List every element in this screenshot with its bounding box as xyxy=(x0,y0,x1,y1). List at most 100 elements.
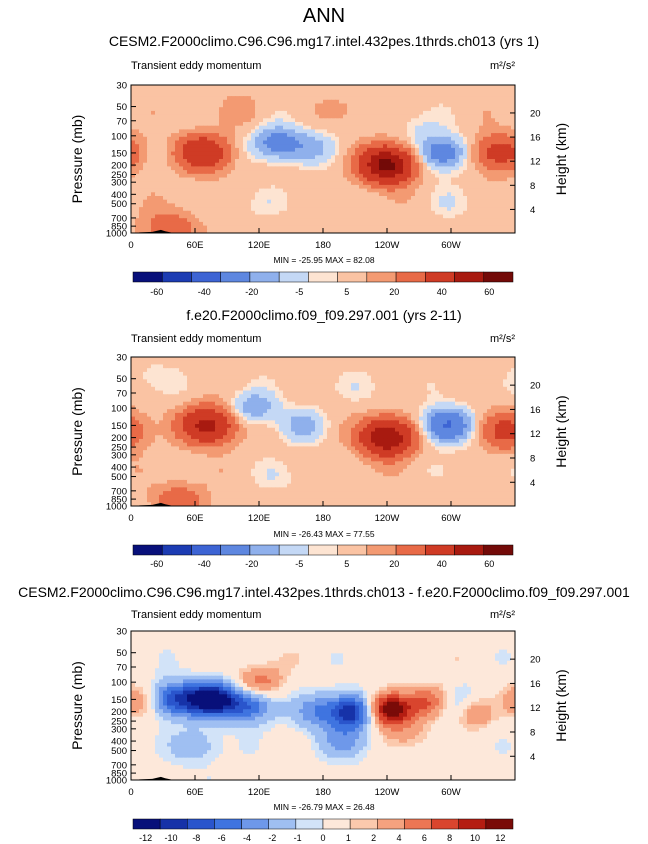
colorbar-swatch xyxy=(485,818,514,830)
x-tick-label: 180 xyxy=(315,240,331,251)
colorbar-swatch xyxy=(132,544,163,556)
y-tick-label: 700 xyxy=(111,486,127,497)
colorbar-swatch xyxy=(322,818,351,830)
colorbar-label: -6 xyxy=(218,833,226,843)
colorbar xyxy=(132,271,514,283)
x-tick-label: 120W xyxy=(375,240,400,251)
colorbar-swatch xyxy=(278,544,309,556)
y-tick-label: 100 xyxy=(111,404,127,415)
units-label: m²/s² xyxy=(490,333,515,345)
y-tick-label: 500 xyxy=(111,472,127,483)
colorbar-label: -60 xyxy=(150,287,163,297)
y-tick-label: 500 xyxy=(111,746,127,757)
colorbar-label: 60 xyxy=(484,559,494,569)
y-tick-label: 500 xyxy=(111,199,127,210)
x-tick-label: 60E xyxy=(187,240,204,251)
colorbar-label: -4 xyxy=(243,833,251,843)
colorbar xyxy=(132,818,514,830)
colorbar-swatch xyxy=(366,544,397,556)
colorbar-swatch xyxy=(377,818,405,830)
colorbar-swatch xyxy=(308,544,338,556)
y-tick-label: 400 xyxy=(111,463,127,474)
colorbar-swatch xyxy=(483,544,514,556)
y-tick-label: 150 xyxy=(111,148,127,159)
panel-subtitle: Transient eddy momentum xyxy=(131,333,261,345)
colorbar-swatch xyxy=(220,271,251,283)
colorbar-swatch xyxy=(483,271,514,283)
colorbar-label: 12 xyxy=(495,833,505,843)
y-tick-label: 70 xyxy=(116,116,127,127)
height-tick-label: 20 xyxy=(530,381,541,392)
height-tick-label: 20 xyxy=(530,655,541,666)
height-tick-label: 12 xyxy=(530,703,541,714)
colorbar-label: -40 xyxy=(198,287,211,297)
x-tick-label: 60W xyxy=(441,513,461,524)
y-tick-label: 300 xyxy=(111,724,127,735)
units-label: m²/s² xyxy=(490,609,515,621)
panel-2: f.e20.F2000climo.f09_f09.297.001 (yrs 2-… xyxy=(69,307,569,569)
panel-1: CESM2.F2000climo.C96.C96.mg17.intel.432p… xyxy=(69,33,569,297)
colorbar-label: -1 xyxy=(294,833,302,843)
colorbar-label: 40 xyxy=(437,287,447,297)
colorbar-swatch xyxy=(161,271,192,283)
min-max-stats: MIN = -26.43 MAX = 77.55 xyxy=(273,529,374,539)
colorbar-swatch xyxy=(241,818,269,830)
colorbar-swatch xyxy=(404,818,432,830)
x-tick-label: 60W xyxy=(441,787,461,798)
colorbar-swatch xyxy=(249,271,280,283)
y-tick-label: 400 xyxy=(111,190,127,201)
colorbar-label: -10 xyxy=(164,833,177,843)
colorbar-label: -5 xyxy=(295,287,303,297)
y-axis-label-right: Height (km) xyxy=(553,395,569,467)
min-max-stats: MIN = -26.79 MAX = 26.48 xyxy=(273,802,374,812)
colorbar-swatch xyxy=(268,818,297,830)
y-tick-label: 30 xyxy=(116,627,127,638)
height-tick-label: 4 xyxy=(530,752,535,763)
colorbar-swatch xyxy=(132,818,161,830)
y-tick-label: 700 xyxy=(111,213,127,224)
contour-field xyxy=(131,85,515,233)
colorbar-label: -2 xyxy=(268,833,276,843)
colorbar-label: 40 xyxy=(437,559,447,569)
y-tick-label: 300 xyxy=(111,450,127,461)
colorbar-swatch xyxy=(454,271,485,283)
colorbar-swatch xyxy=(458,818,487,830)
colorbar-swatch xyxy=(191,544,221,556)
x-tick-label: 60E xyxy=(187,787,204,798)
colorbar-swatch xyxy=(366,271,397,283)
y-tick-label: 30 xyxy=(116,353,127,364)
colorbar-swatch xyxy=(308,271,338,283)
colorbar-swatch xyxy=(337,544,368,556)
y-tick-label: 250 xyxy=(111,170,127,181)
colorbar-label: -60 xyxy=(150,559,163,569)
y-tick-label: 200 xyxy=(111,161,127,172)
panel-title: f.e20.F2000climo.f09_f09.297.001 (yrs 2-… xyxy=(186,307,461,323)
y-tick-label: 700 xyxy=(111,760,127,771)
colorbar-swatch xyxy=(132,271,163,283)
x-tick-label: 180 xyxy=(315,513,331,524)
colorbar-swatch xyxy=(214,818,242,830)
x-tick-label: 120E xyxy=(248,787,270,798)
colorbar-swatch xyxy=(395,544,426,556)
colorbar-swatch xyxy=(349,818,378,830)
y-axis-label-right: Height (km) xyxy=(553,669,569,741)
height-tick-label: 12 xyxy=(530,429,541,440)
colorbar-label: 60 xyxy=(484,287,494,297)
x-tick-label: 0 xyxy=(128,787,133,798)
y-tick-label: 150 xyxy=(111,695,127,706)
y-tick-label: 70 xyxy=(116,389,127,400)
topography xyxy=(136,776,174,780)
min-max-stats: MIN = -25.95 MAX = 82.08 xyxy=(273,255,374,265)
colorbar-label: 6 xyxy=(422,833,427,843)
y-tick-label: 850 xyxy=(111,495,127,506)
colorbar-label: -12 xyxy=(139,833,152,843)
height-tick-label: 16 xyxy=(530,133,541,144)
units-label: m²/s² xyxy=(490,60,515,72)
y-axis-label: Pressure (mb) xyxy=(69,661,85,750)
colorbar-label: 8 xyxy=(447,833,452,843)
colorbar xyxy=(132,544,514,556)
y-tick-label: 1000 xyxy=(106,776,127,787)
x-tick-label: 120W xyxy=(375,787,400,798)
colorbar-swatch xyxy=(395,271,426,283)
